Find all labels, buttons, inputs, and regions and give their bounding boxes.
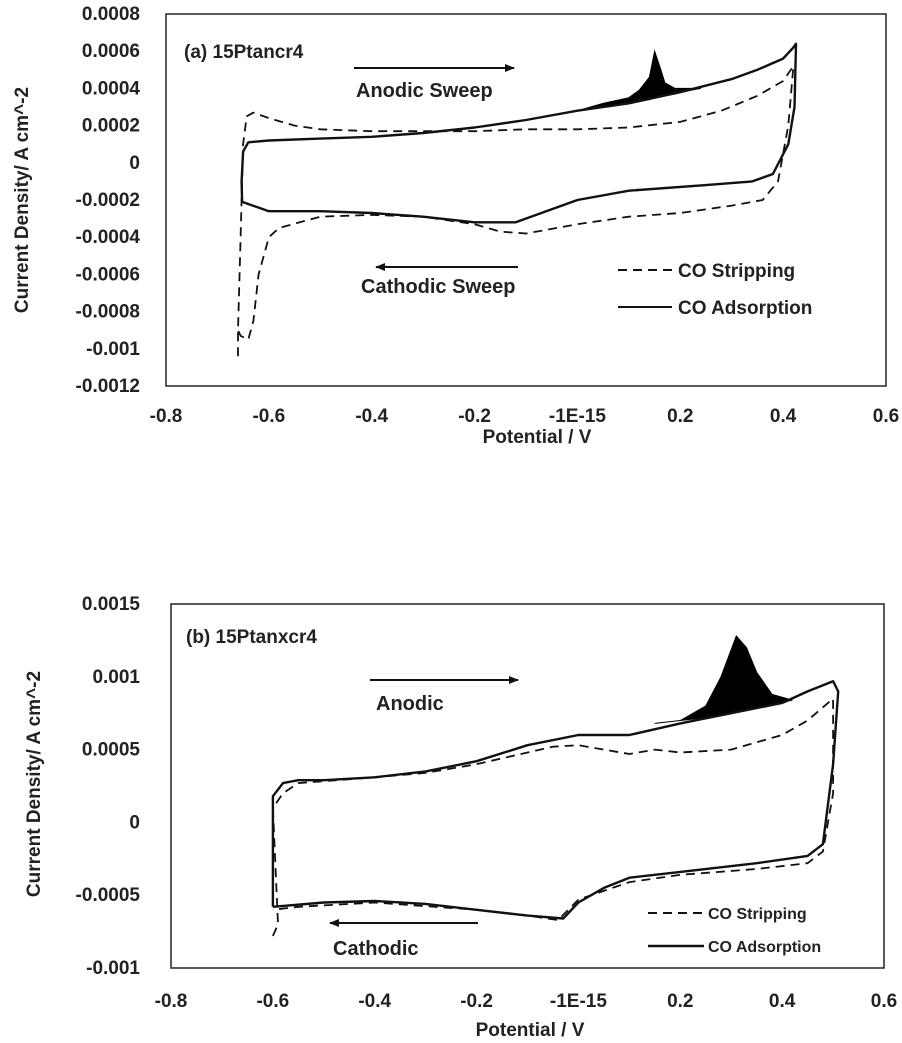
y-axis-label: Current Density/ A cm^-2	[12, 87, 33, 313]
legend-label-co-adsorption: CO Adsorption	[678, 298, 812, 319]
x-tick-label: -0.8	[150, 406, 183, 427]
x-tick-label: 0.4	[770, 406, 797, 427]
x-tick-label: 0.6	[873, 406, 899, 427]
chart-panel-a: 0.0008 0.0006 0.0004 0.0002 0 -0.0002 -0.0004 -…	[12, 4, 899, 448]
x-tick-label: -1E-15	[549, 406, 606, 427]
x-tick-label: 0.6	[871, 991, 897, 1012]
y-tick-labels: 0.0015 0.001 0.0005 0 -0.0005 -0.001	[76, 594, 141, 979]
y-tick-label: 0.0004	[82, 78, 141, 99]
peak-fill-group	[654, 635, 793, 724]
series-line-co-adsorption	[271, 680, 840, 920]
y-tick-label: 0	[129, 812, 140, 833]
y-tick-label: 0.001	[92, 667, 140, 688]
y-tick-labels: 0.0008 0.0006 0.0004 0.0002 0 -0.0002 -0.0004 -…	[76, 4, 141, 397]
cathodic-label: Cathodic	[333, 938, 419, 960]
legend-label-co-adsorption: CO Adsorption	[708, 939, 821, 956]
panel-label: (b) 15Ptanxcr4	[186, 627, 317, 648]
y-tick-label: 0.0008	[82, 4, 140, 25]
legend-label-co-stripping: CO Stripping	[708, 906, 807, 923]
x-tick-label: -1E-15	[550, 991, 607, 1012]
x-tick-label: -0.2	[460, 991, 493, 1012]
x-tick-label: -0.6	[252, 406, 285, 427]
x-tick-label: -0.4	[358, 991, 391, 1012]
x-tick-label: -0.8	[155, 991, 188, 1012]
series-group	[237, 42, 798, 357]
anodic-label: Anodic	[376, 693, 444, 715]
y-tick-label: 0.0006	[82, 41, 140, 62]
x-axis-label: Potential / V	[483, 427, 592, 448]
legend: CO Stripping CO Adsorption	[648, 906, 821, 956]
y-tick-label: 0.0015	[82, 594, 141, 615]
anodic-label: Anodic Sweep	[356, 80, 493, 102]
plot-frame	[165, 13, 887, 387]
x-tick-label: 0.2	[667, 406, 693, 427]
plot-frame	[170, 603, 885, 969]
y-tick-label: -0.0002	[76, 190, 140, 211]
y-tick-label: -0.0005	[76, 885, 141, 906]
y-tick-label: -0.001	[86, 339, 140, 360]
series-line-co-adsorption	[240, 42, 798, 224]
co-oxidation-peak-fill	[654, 635, 793, 724]
chart-panel-b: 0.0015 0.001 0.0005 0 -0.0005 -0.001 -0.8 -0.6…	[24, 594, 897, 1041]
x-tick-labels: -0.8 -0.6 -0.4 -0.2 -1E-15 0.2 0.4 0.6	[155, 991, 898, 1012]
x-tick-label: 0.4	[769, 991, 796, 1012]
x-tick-label: -0.2	[458, 406, 491, 427]
panel-label: (a) 15Ptancr4	[184, 42, 304, 63]
y-tick-label: -0.0006	[76, 264, 140, 285]
x-tick-label: -0.6	[256, 991, 289, 1012]
series-group	[271, 680, 840, 937]
legend: CO Stripping CO Adsorption	[618, 261, 812, 319]
y-tick-label: -0.0004	[76, 227, 141, 248]
x-tick-label: 0.2	[667, 991, 693, 1012]
y-tick-label: 0.0002	[82, 116, 140, 137]
x-axis-label: Potential / V	[476, 1020, 585, 1041]
legend-label-co-stripping: CO Stripping	[678, 261, 795, 282]
y-tick-label: -0.0008	[76, 302, 140, 323]
y-tick-label: 0.0005	[82, 740, 141, 761]
y-tick-label: -0.0012	[76, 376, 140, 397]
y-tick-label: 0	[129, 153, 140, 174]
x-tick-label: -0.4	[355, 406, 388, 427]
y-tick-label: -0.001	[86, 958, 140, 979]
y-axis-label: Current Density/ A cm^-2	[24, 671, 45, 897]
x-tick-labels: -0.8 -0.6 -0.4 -0.2 -1E-15 0.2 0.4 0.6	[150, 406, 900, 427]
cathodic-label: Cathodic Sweep	[361, 276, 515, 298]
